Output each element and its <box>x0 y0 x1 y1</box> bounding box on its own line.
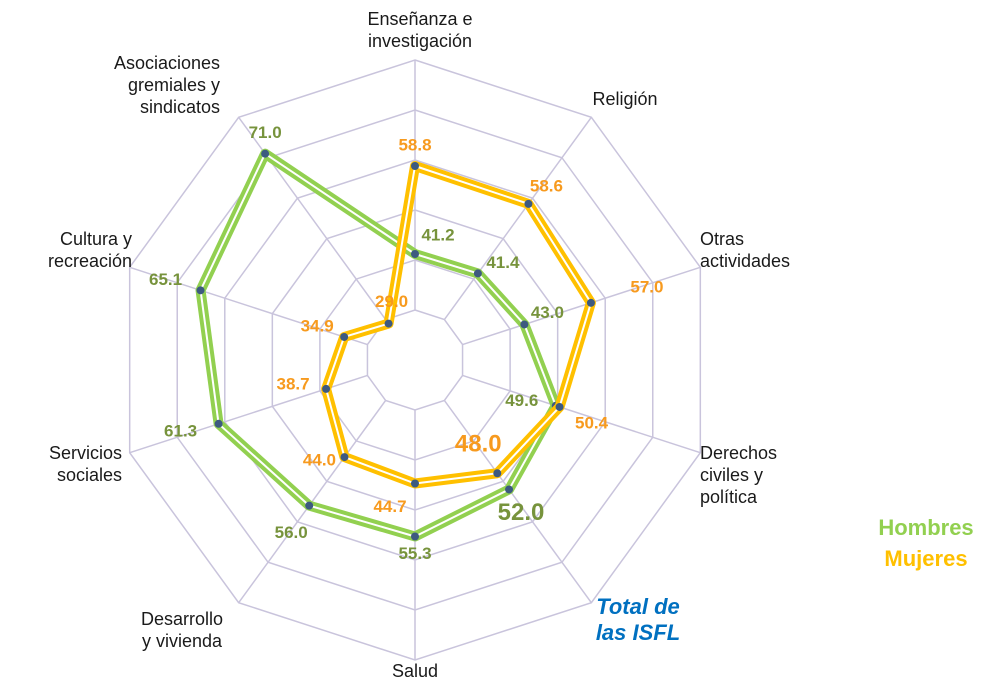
value-label: 58.6 <box>530 176 563 195</box>
value-label: 71.0 <box>249 123 282 142</box>
legend-entry: Hombres <box>878 515 974 540</box>
value-label: 49.6 <box>505 391 538 410</box>
category-label: Total de las ISFL <box>595 594 681 645</box>
value-label: 29.0 <box>375 292 408 311</box>
category-label: Servicios sociales <box>48 443 122 485</box>
point <box>411 250 419 258</box>
value-label: 58.8 <box>398 135 431 154</box>
value-label: 65.1 <box>149 270 182 289</box>
point <box>340 332 349 341</box>
point <box>261 149 270 158</box>
value-label: 34.9 <box>301 316 334 335</box>
category-label: Religión <box>592 89 658 109</box>
category-label: Cultura y recreación <box>47 229 132 271</box>
point <box>305 501 314 510</box>
series-line <box>195 148 561 542</box>
value-label: 44.0 <box>303 451 336 470</box>
value-label: 52.0 <box>498 499 545 526</box>
spoke <box>462 266 701 346</box>
point <box>473 269 482 278</box>
point <box>196 286 205 295</box>
point <box>411 532 419 541</box>
spoke <box>462 374 701 454</box>
legend-entry: Mujeres <box>884 546 968 571</box>
category-label: Derechos civiles y política <box>700 443 778 507</box>
spoke <box>443 400 592 604</box>
point <box>586 298 595 307</box>
point <box>384 319 393 328</box>
point <box>520 320 529 329</box>
point <box>340 453 349 462</box>
point <box>524 199 533 208</box>
point <box>493 469 502 478</box>
value-label: 44.7 <box>373 497 406 516</box>
value-label: 41.2 <box>421 225 454 244</box>
point <box>411 479 419 488</box>
value-label: 43.0 <box>531 303 564 322</box>
category-label: Enseñanza e investigación <box>367 9 473 51</box>
value-label: 48.0 <box>455 431 502 458</box>
value-label: 50.4 <box>575 413 609 432</box>
value-label: 38.7 <box>277 374 310 393</box>
series-line-inner <box>199 152 557 538</box>
value-label: 56.0 <box>275 523 308 542</box>
point <box>322 384 331 393</box>
value-label: 55.3 <box>398 544 431 563</box>
category-label: Salud <box>391 661 439 681</box>
spoke <box>443 116 592 320</box>
spoke <box>129 266 368 346</box>
category-label: Desarrollo y vivienda <box>140 609 224 651</box>
point <box>505 485 514 494</box>
point <box>214 419 223 428</box>
category-label: Otras actividades <box>700 229 791 271</box>
value-label: 41.4 <box>486 253 520 272</box>
value-label: 57.0 <box>630 277 663 296</box>
point <box>411 162 419 170</box>
value-label: 61.3 <box>164 421 197 440</box>
point <box>555 402 564 411</box>
category-label: Asociaciones gremiales y sindicatos <box>113 53 220 117</box>
